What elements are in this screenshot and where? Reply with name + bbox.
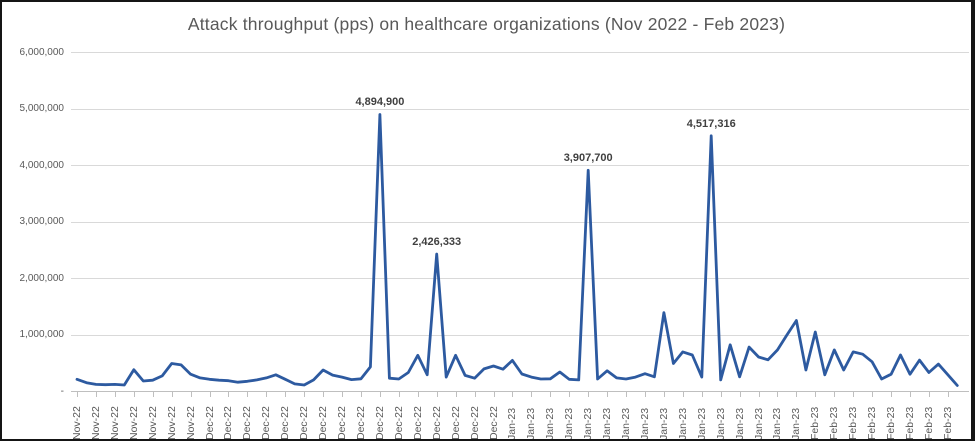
x-axis-tick <box>720 392 722 398</box>
x-axis-tick <box>95 392 97 398</box>
x-axis-tick <box>872 392 874 398</box>
x-axis-tick <box>133 392 135 398</box>
x-axis-tick <box>247 392 249 398</box>
x-axis-tick <box>607 392 609 398</box>
x-axis-tick <box>947 392 949 398</box>
series-line <box>75 113 959 387</box>
x-axis-tick <box>891 392 893 398</box>
gridline <box>71 334 969 336</box>
x-axis-line <box>71 391 969 393</box>
x-axis-tick <box>928 392 930 398</box>
y-axis-label: 6,000,000 <box>19 46 65 58</box>
y-axis-label: 5,000,000 <box>19 103 65 115</box>
x-axis-tick <box>682 392 684 398</box>
gridline <box>71 278 969 280</box>
x-axis-tick <box>834 392 836 398</box>
y-axis-label: 2,000,000 <box>19 272 65 284</box>
x-axis-tick <box>512 392 514 398</box>
x-axis-tick <box>550 392 552 398</box>
x-axis-tick <box>436 392 438 398</box>
x-axis-tick <box>777 392 779 398</box>
x-axis-tick <box>209 392 211 398</box>
x-axis-tick <box>626 392 628 398</box>
data-label: 2,426,333 <box>412 236 462 249</box>
x-axis-tick <box>758 392 760 398</box>
x-axis-tick <box>114 392 116 398</box>
x-axis-tick <box>493 392 495 398</box>
y-axis-label: 1,000,000 <box>19 329 65 341</box>
x-axis-tick <box>910 392 911 398</box>
gridline <box>71 52 969 54</box>
x-axis-tick <box>285 392 287 398</box>
data-label: 3,907,700 <box>563 152 613 165</box>
x-axis-tick <box>455 392 457 398</box>
x-axis-tick <box>417 392 419 398</box>
x-axis-tick <box>815 392 817 398</box>
data-label: 4,517,316 <box>686 117 736 130</box>
gridline <box>71 221 969 223</box>
x-axis-tick <box>77 392 78 398</box>
x-axis-tick <box>853 392 855 398</box>
x-axis-tick <box>701 392 703 398</box>
gridline <box>71 165 969 167</box>
x-axis-tick <box>190 392 192 398</box>
x-axis-tick <box>323 392 325 398</box>
x-axis-tick <box>531 392 533 398</box>
x-axis-tick <box>379 392 381 398</box>
data-label: 4,894,900 <box>355 96 405 109</box>
x-axis-tick <box>474 392 476 398</box>
x-axis-tick <box>266 392 268 398</box>
x-axis-tick <box>152 392 154 398</box>
x-axis-tick <box>171 392 173 398</box>
x-axis-tick <box>569 392 571 398</box>
y-axis-label: - <box>60 385 64 397</box>
x-axis-tick <box>304 392 306 398</box>
chart-title: Attack throughput (pps) on healthcare or… <box>187 14 786 34</box>
y-axis-label: 4,000,000 <box>19 159 65 171</box>
x-axis-tick <box>739 392 741 398</box>
x-axis-tick <box>228 392 230 398</box>
x-axis-tick <box>644 392 646 398</box>
x-axis-tick <box>342 392 344 398</box>
x-axis-tick <box>398 392 400 398</box>
y-axis-label: 3,000,000 <box>19 216 65 228</box>
x-axis-tick <box>796 392 798 398</box>
x-axis-tick <box>360 392 362 398</box>
x-axis-tick <box>588 392 590 398</box>
x-axis-tick <box>663 392 665 398</box>
gridline <box>71 108 969 110</box>
